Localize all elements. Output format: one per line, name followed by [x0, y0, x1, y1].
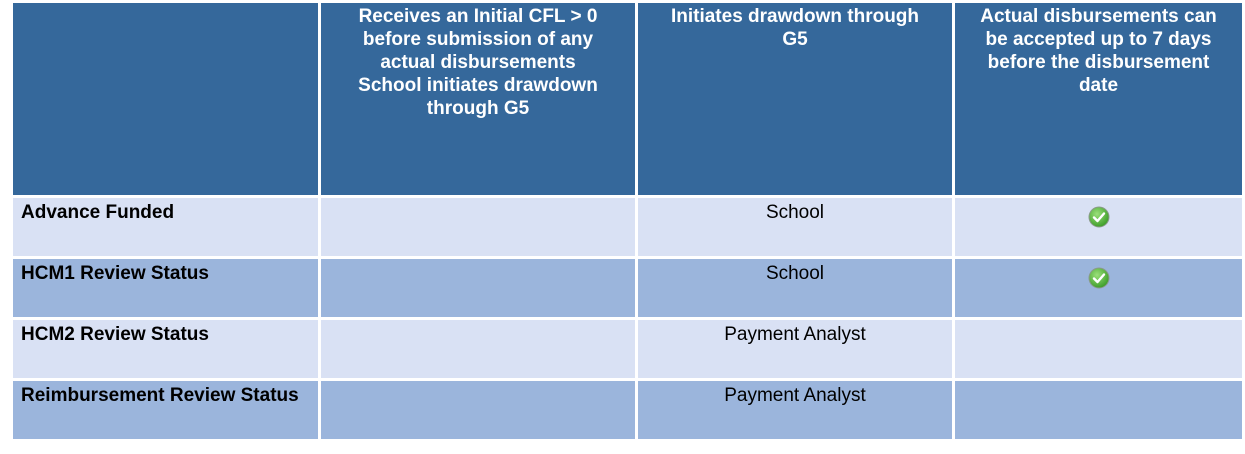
cell: Payment Analyst — [638, 381, 952, 439]
cell — [955, 259, 1242, 317]
header-cell: Initiates drawdown through G5 — [638, 3, 952, 195]
table-row: HCM2 Review Status Payment Analyst — [13, 320, 1242, 378]
table-row: HCM1 Review Status School — [13, 259, 1242, 317]
cell: School — [638, 198, 952, 256]
cell — [321, 198, 635, 256]
header-cell: Actual disbursements can be accepted up … — [955, 3, 1242, 195]
header-cell — [13, 3, 318, 195]
cell — [955, 320, 1242, 378]
header-text: Actual disbursements can be accepted up … — [980, 6, 1217, 96]
row-label: Reimbursement Review Status — [13, 381, 318, 439]
row-label: HCM2 Review Status — [13, 320, 318, 378]
check-icon — [1088, 267, 1109, 289]
table-body: Advance Funded School HCM1 Review Status Sc… — [13, 198, 1242, 439]
cell — [955, 381, 1242, 439]
row-label: Advance Funded — [13, 198, 318, 256]
header-text: Receives an Initial CFL > 0 before submi… — [358, 6, 598, 73]
header-row: Receives an Initial CFL > 0 before submi… — [13, 3, 1242, 195]
table-row: Advance Funded School — [13, 198, 1242, 256]
cell — [955, 198, 1242, 256]
cell: Payment Analyst — [638, 320, 952, 378]
cell — [321, 381, 635, 439]
table-row: Reimbursement Review Status Payment Analy… — [13, 381, 1242, 439]
cell — [321, 320, 635, 378]
row-label: HCM1 Review Status — [13, 259, 318, 317]
header-text: Initiates drawdown through G5 — [670, 6, 920, 50]
header-cell: Receives an Initial CFL > 0 before submi… — [321, 3, 635, 195]
check-icon — [1088, 206, 1109, 228]
header-text: School initiates drawdown through G5 — [358, 75, 598, 119]
cell: School — [638, 259, 952, 317]
cell — [321, 259, 635, 317]
comparison-table: Receives an Initial CFL > 0 before submi… — [10, 0, 1245, 442]
